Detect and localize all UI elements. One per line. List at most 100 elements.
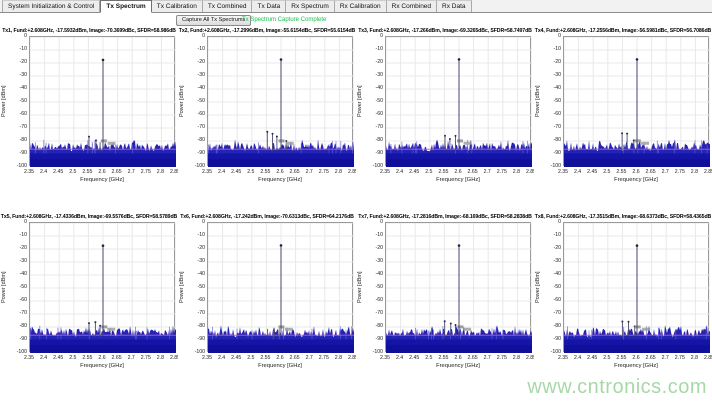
- x-tick-label: 2.5: [425, 355, 433, 361]
- y-tick-label: -40: [553, 85, 562, 91]
- spectrum-plot-tx3: Tx3, Fund:+2.608GHz, -17.266dBm, Image:-…: [356, 27, 536, 213]
- x-tick-label: 2.6: [454, 169, 462, 175]
- y-tick-label: -30: [19, 72, 28, 78]
- y-tick-label: -70: [375, 310, 384, 316]
- y-tick-label: -70: [553, 124, 562, 130]
- tab-rx-spectrum[interactable]: Rx Spectrum: [286, 0, 335, 12]
- x-tick-label: 2.5: [247, 169, 255, 175]
- y-tick-label: -20: [197, 245, 206, 251]
- x-tick-label: 2.65: [111, 355, 122, 361]
- y-tick-label: -90: [19, 336, 28, 342]
- y-tick-label: -10: [375, 232, 384, 238]
- x-tick-label: 2.45: [53, 169, 64, 175]
- x-tick-label: 2.8: [690, 355, 698, 361]
- tab-rx-calibration[interactable]: Rx Calibration: [334, 0, 387, 12]
- x-tick-label: 2.5: [247, 355, 255, 361]
- spectrum-canvas: [564, 223, 710, 353]
- y-tick-label: -50: [19, 284, 28, 290]
- x-tick-label: 2.8: [156, 355, 164, 361]
- x-tick-label: 2.35: [201, 355, 213, 361]
- y-tick-label: -60: [375, 297, 384, 303]
- y-tick-label: -40: [19, 271, 28, 277]
- x-tick-label: 2.8: [156, 169, 164, 175]
- x-tick-label: 2.6: [98, 355, 106, 361]
- y-tick-label: -90: [375, 150, 384, 156]
- x-tick-label: 2.7: [661, 355, 669, 361]
- x-axis-label: Frequency [GHz]: [258, 363, 302, 369]
- y-axis-label: Power [dBm]: [179, 85, 185, 117]
- capture-all-tx-spectrums-button[interactable]: Capture All Tx Spectrums: [176, 15, 252, 26]
- y-tick-label: 0: [380, 33, 383, 39]
- y-tick-label: -70: [553, 310, 562, 316]
- y-tick-label: -60: [375, 111, 384, 117]
- y-tick-label: -60: [553, 297, 562, 303]
- x-tick-label: 2.6: [632, 355, 640, 361]
- x-tick-label: 2.8: [512, 169, 520, 175]
- x-tick-label: 2.55: [82, 169, 93, 175]
- x-tick-label: 2.5: [425, 169, 433, 175]
- x-tick-label: 2.7: [127, 169, 135, 175]
- y-tick-label: -10: [375, 46, 384, 52]
- x-tick-label: 2.7: [483, 355, 491, 361]
- y-tick-label: -90: [19, 150, 28, 156]
- plot-title: Tx4, Fund:+2.608GHz, -17.2556dBm, Image:…: [534, 28, 712, 34]
- y-tick-label: -70: [19, 124, 28, 130]
- x-tick-label: 2.35: [557, 169, 569, 175]
- plot-area: [29, 36, 176, 167]
- x-tick-label: 2.6: [276, 169, 284, 175]
- x-tick-label: 2.85: [169, 355, 181, 361]
- x-tick-label: 2.4: [573, 355, 582, 361]
- y-axis-label: Power [dBm]: [357, 85, 363, 117]
- x-tick-label: 2.5: [69, 169, 77, 175]
- y-axis-label: Power [dBm]: [535, 85, 541, 117]
- spectrum-canvas: [30, 223, 176, 353]
- tab-tx-data[interactable]: Tx Data: [252, 0, 287, 12]
- x-tick-label: 2.45: [231, 169, 242, 175]
- y-tick-label: -50: [197, 284, 206, 290]
- y-tick-label: -100: [16, 163, 27, 169]
- x-tick-label: 2.85: [347, 169, 359, 175]
- plot-area: [207, 222, 354, 353]
- x-tick-label: 2.4: [395, 355, 404, 361]
- plot-area: [385, 36, 532, 167]
- x-tick-label: 2.5: [603, 169, 611, 175]
- y-tick-label: -30: [197, 258, 206, 264]
- x-tick-label: 2.35: [23, 355, 35, 361]
- x-tick-label: 2.75: [318, 355, 329, 361]
- tab-tx-spectrum[interactable]: Tx Spectrum: [100, 0, 152, 13]
- x-tick-label: 2.4: [217, 169, 226, 175]
- spectrum-plot-tx6: Tx6, Fund:+2.608GHz, -17.242dBm, Image:-…: [178, 213, 358, 399]
- spectrum-canvas: [208, 223, 354, 353]
- x-tick-label: 2.55: [82, 355, 93, 361]
- y-tick-label: -100: [372, 349, 383, 355]
- x-tick-label: 2.55: [616, 169, 627, 175]
- x-axis-label: Frequency [GHz]: [436, 363, 480, 369]
- y-tick-label: -90: [553, 336, 562, 342]
- y-tick-label: -20: [553, 245, 562, 251]
- y-tick-label: -10: [553, 232, 562, 238]
- x-tick-label: 2.65: [645, 355, 656, 361]
- plot-title: Tx8, Fund:+2.608GHz, -17.3515dBm, Image:…: [534, 214, 712, 220]
- tab-system-initialization-control[interactable]: System Initialization & Control: [2, 0, 101, 12]
- tab-rx-data[interactable]: Rx Data: [437, 0, 472, 12]
- y-tick-label: -100: [194, 163, 205, 169]
- x-tick-label: 2.4: [395, 169, 404, 175]
- tab-tx-calibration[interactable]: Tx Calibration: [151, 0, 203, 12]
- y-tick-label: -30: [553, 258, 562, 264]
- x-tick-label: 2.4: [217, 355, 226, 361]
- y-tick-label: -100: [194, 349, 205, 355]
- y-tick-label: 0: [558, 219, 561, 225]
- x-tick-label: 2.6: [454, 355, 462, 361]
- x-tick-label: 2.7: [305, 169, 313, 175]
- x-tick-label: 2.75: [140, 169, 151, 175]
- y-tick-label: -70: [197, 124, 206, 130]
- y-tick-label: -30: [375, 258, 384, 264]
- tab-rx-combined[interactable]: Rx Combined: [386, 0, 438, 12]
- y-tick-label: -70: [375, 124, 384, 130]
- y-tick-label: -80: [553, 323, 562, 329]
- plot-area: [563, 222, 710, 353]
- spectrum-plot-tx2: Tx2, Fund:+2.608GHz, -17.2996dBm, Image:…: [178, 27, 358, 213]
- tab-tx-combined[interactable]: Tx Combined: [202, 0, 253, 12]
- y-tick-label: -50: [19, 98, 28, 104]
